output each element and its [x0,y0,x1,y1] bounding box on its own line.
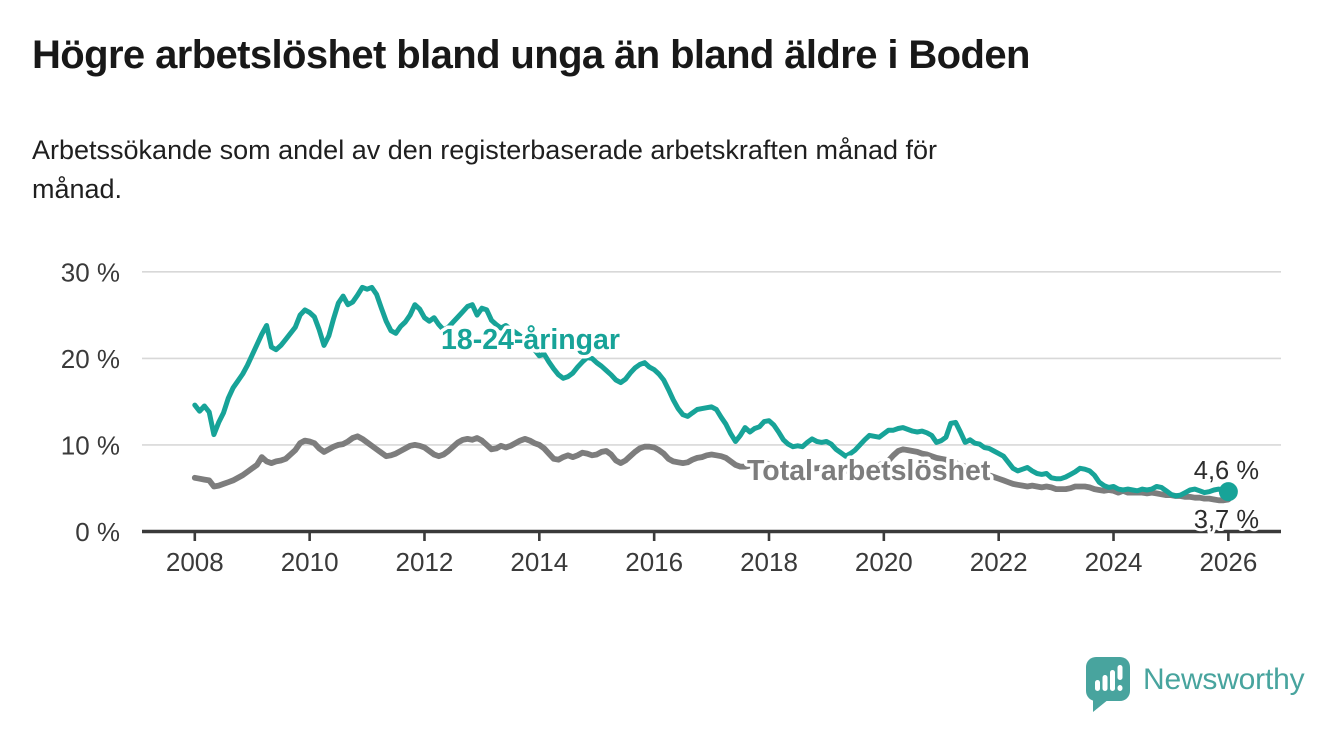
logo-bar-3 [1110,670,1115,691]
newsworthy-logo-text: Newsworthy [1143,663,1305,696]
newsworthy-logo[interactable]: Newsworthy [1086,657,1305,714]
y-tick-label: 20 % [61,344,120,374]
x-tick-label: 2022 [970,547,1028,577]
newsworthy-logo-icon [1086,657,1130,712]
x-tick-label: 2026 [1199,547,1257,577]
series-line-total [191,433,1232,504]
x-tick-label: 2014 [510,547,568,577]
end-point-marker [1218,482,1238,502]
end-value-label-total: 3,7 % [1194,506,1259,534]
y-tick-label: 10 % [61,430,120,460]
x-tick-label: 2020 [855,547,913,577]
series-label-total: Total arbetslöshet [747,455,991,487]
y-tick-label: 0 % [75,517,120,547]
series-line-youth [192,284,1231,499]
x-tick-label: 2012 [396,547,454,577]
x-tick-label: 2016 [625,547,683,577]
chart-subtitle-line-1: Arbetssökande som andel av den registerb… [32,135,938,165]
page-title: Högre arbetslöshet bland unga än bland ä… [32,33,1030,77]
end-value-label-youth: 4,6 % [1194,457,1259,485]
y-tick-label: 30 % [61,257,120,287]
logo-bar-2 [1102,675,1108,691]
x-tick-label: 2018 [740,547,798,577]
chart-subtitle-line-2: månad. [32,174,123,204]
x-tick-label: 2008 [166,547,224,577]
x-tick-label: 2024 [1085,547,1143,577]
series-label-youth: 18-24-åringar [441,324,620,356]
logo-exclamation-dot [1117,685,1123,691]
logo-exclamation-bar [1117,665,1123,680]
chart-subtitle: Arbetssökande som andel av den registerb… [32,131,937,209]
x-tick-label: 2010 [281,547,339,577]
logo-bar-1 [1095,680,1100,691]
